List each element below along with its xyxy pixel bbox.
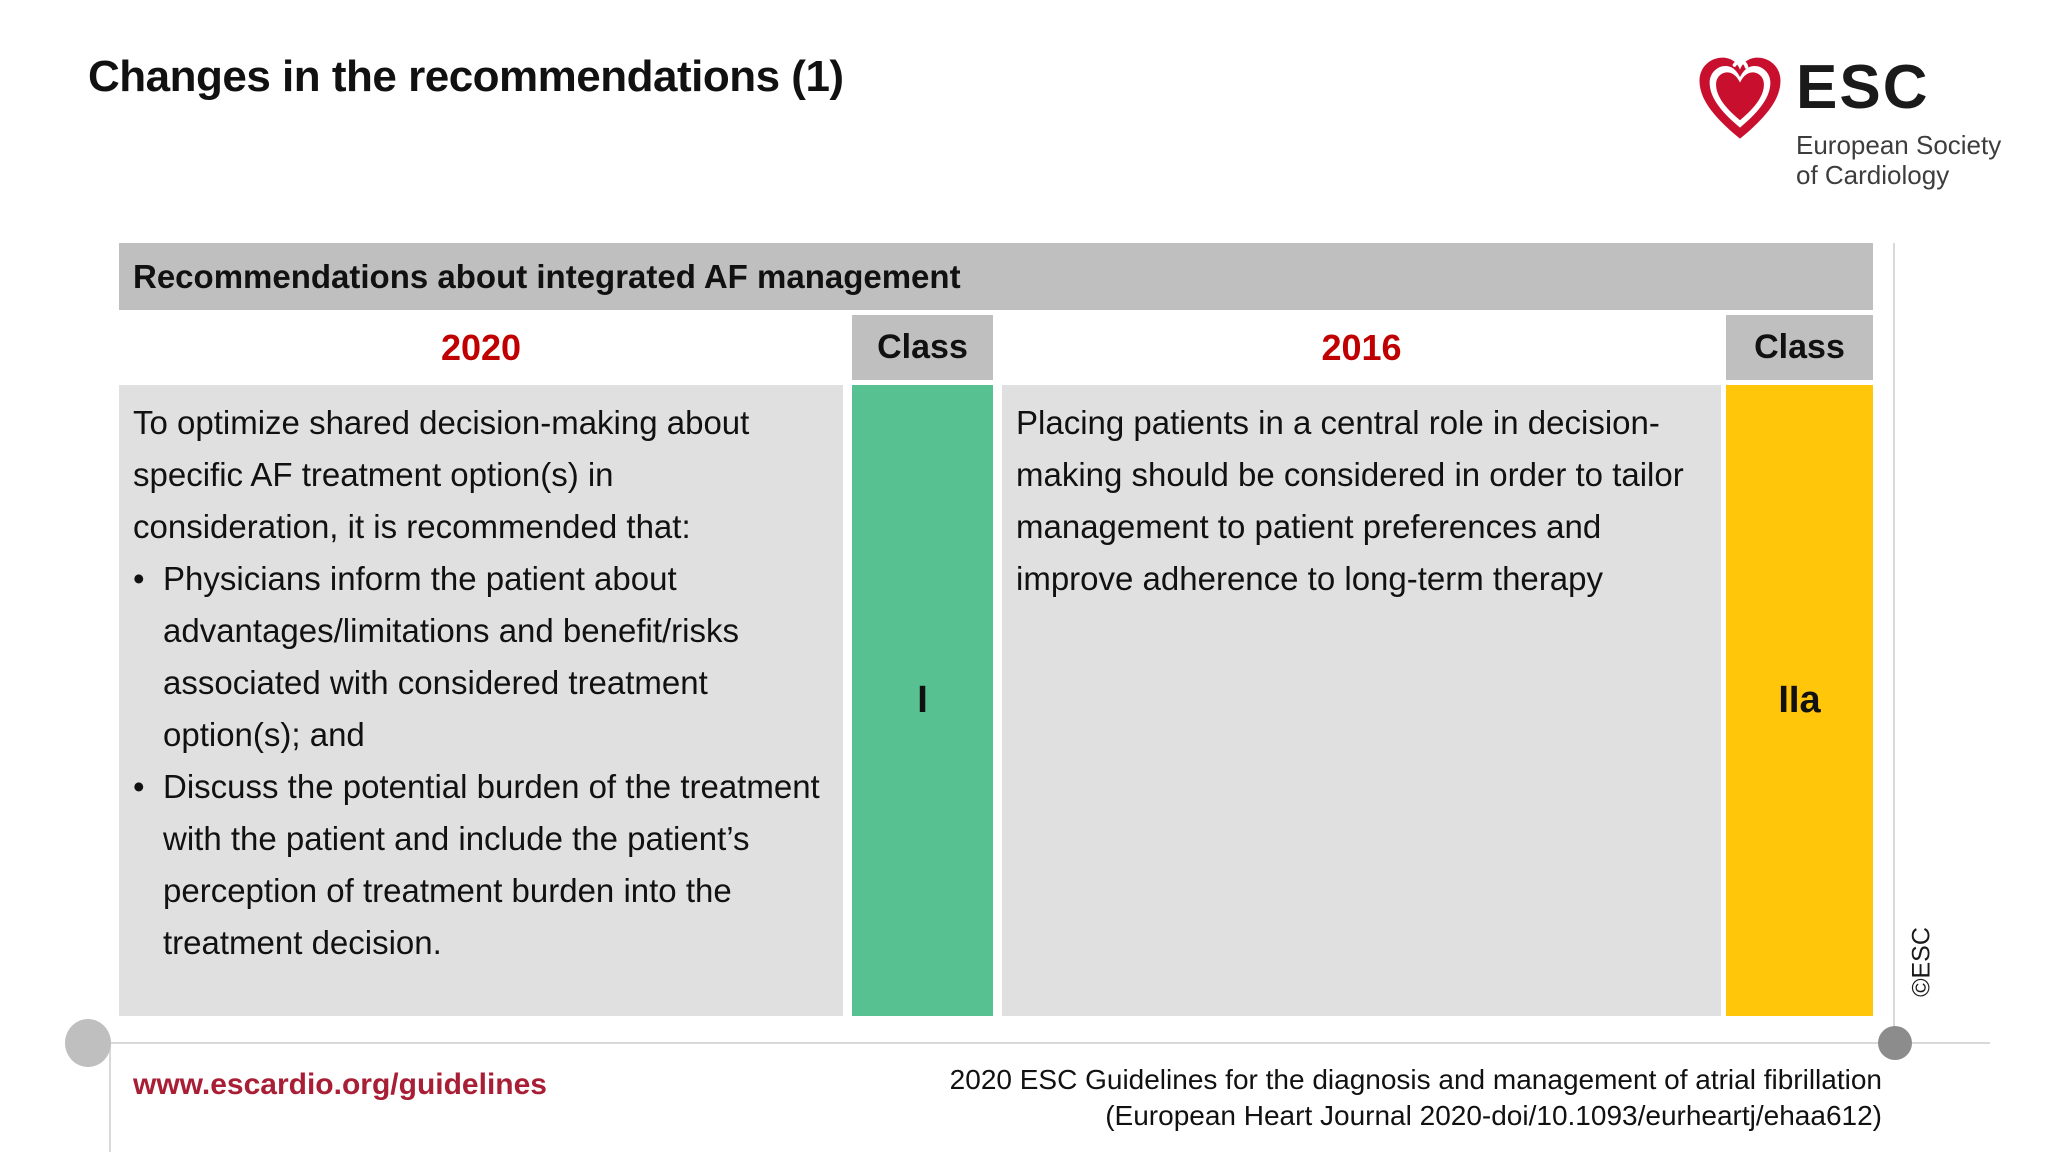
page-title: Changes in the recommendations (1) (88, 52, 844, 101)
column-header-class-2020: Class (852, 315, 993, 380)
heart-icon (1699, 57, 1781, 139)
logo-text: ESC (1796, 53, 1930, 122)
citation-line1: 2020 ESC Guidelines for the diagnosis an… (949, 1064, 1882, 1095)
guidelines-link[interactable]: www.escardio.org/guidelines (133, 1068, 547, 1101)
vertical-rule-right (1893, 243, 1895, 1043)
table-caption: Recommendations about integrated AF mana… (119, 243, 1873, 310)
recommendation-2016-cell: Placing patients in a central role in de… (1002, 385, 1721, 1016)
logo-subtitle-line2: of Cardiology (1796, 160, 1950, 190)
bullet-icon: • (133, 560, 145, 597)
bullet-text: Physicians inform the patient about adva… (163, 560, 739, 753)
bullet-text: Discuss the potential burden of the trea… (163, 768, 820, 961)
recommendation-2020-cell: To optimize shared decision-making about… (119, 385, 843, 1016)
class-badge-2020: I (852, 385, 993, 1016)
recommendation-2020-bullet-2: • Discuss the potential burden of the tr… (133, 761, 825, 969)
citation: 2020 ESC Guidelines for the diagnosis an… (900, 1062, 1882, 1134)
footer-circle-left (65, 1019, 111, 1067)
bullet-icon: • (133, 768, 145, 805)
footer-circle-right (1878, 1026, 1912, 1060)
citation-line2: (European Heart Journal 2020-doi/10.1093… (1105, 1100, 1882, 1131)
recommendation-2020-bullet-1: • Physicians inform the patient about ad… (133, 553, 825, 761)
class-badge-2016: IIa (1726, 385, 1873, 1016)
column-header-2020: 2020 (119, 315, 843, 380)
footer-rule (88, 1042, 1990, 1044)
esc-logo: ESC European Society of Cardiology (1692, 48, 2012, 193)
esc-copyright: ©ESC (1907, 927, 1936, 997)
column-header-class-2016: Class (1726, 315, 1873, 380)
vertical-rule-left (109, 1043, 111, 1152)
recommendation-2020-intro: To optimize shared decision-making about… (133, 404, 750, 545)
logo-subtitle-line1: European Society (1796, 130, 2002, 160)
logo-subtitle: European Society of Cardiology (1796, 130, 2001, 190)
recommendation-2016-text: Placing patients in a central role in de… (1016, 404, 1684, 597)
column-header-2016: 2016 (1002, 315, 1721, 380)
